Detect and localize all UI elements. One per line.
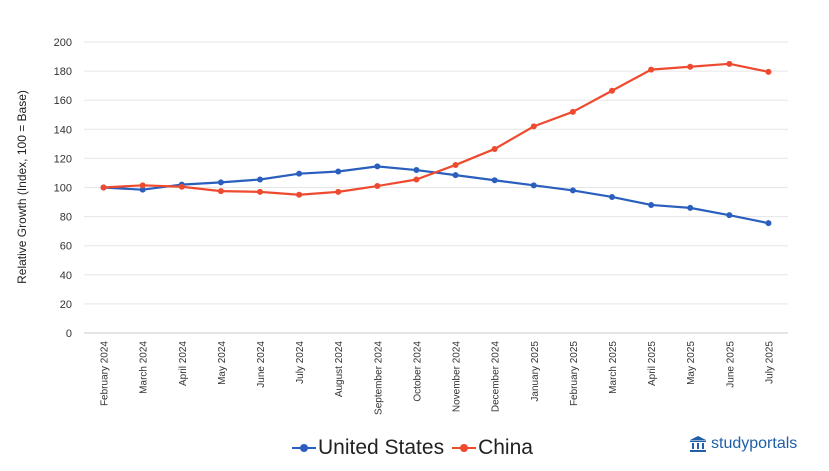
data-point-united-states [139, 186, 146, 193]
x-tick-label: August 2024 [334, 341, 345, 398]
data-point-china [413, 176, 420, 183]
grid-lines [84, 41, 788, 334]
data-point-china [335, 188, 342, 195]
x-tick-label: July 2024 [295, 341, 306, 384]
data-point-united-states [413, 167, 420, 174]
data-point-united-states [609, 193, 615, 200]
data-point-united-states [648, 201, 655, 208]
data-point-united-states [726, 212, 733, 219]
series-line-china [103, 62, 769, 196]
legend-label-united-states: United States [318, 436, 445, 459]
x-tick-label: February 2024 [100, 341, 111, 406]
x-tick-label: September 2024 [373, 341, 384, 415]
series-layer [100, 60, 772, 227]
data-point-united-states [296, 170, 303, 177]
y-tick-label: 120 [54, 153, 72, 165]
x-tick-label: May 2025 [686, 341, 697, 385]
legend-swatch-united-states [292, 444, 316, 452]
data-point-united-states [257, 176, 263, 183]
y-axis-label: Relative Growth (Index, 100 = Base) [15, 90, 29, 284]
legend-label-china: China [478, 436, 533, 459]
brand-logo: studyportals [689, 435, 797, 453]
y-axis-ticks: 0 20 40 60 80 100 120 140 160 180 200 [54, 37, 72, 340]
data-point-united-states [217, 179, 224, 186]
data-point-united-states [569, 187, 576, 194]
series-line-united-states [103, 165, 769, 225]
data-point-china [530, 123, 537, 130]
x-tick-label: June 2025 [725, 341, 736, 388]
x-tick-label: May 2024 [217, 341, 228, 385]
data-point-united-states [335, 168, 342, 175]
data-point-china [726, 60, 733, 67]
data-point-china [687, 63, 694, 70]
x-axis-ticks: February 2024 March 2024 April 2024 May 202… [100, 341, 776, 415]
x-tick-label: June 2024 [256, 341, 267, 388]
data-point-china [648, 66, 655, 73]
x-tick-label: April 2025 [647, 341, 658, 386]
data-point-united-states [491, 177, 498, 184]
data-point-china [296, 191, 303, 198]
y-tick-label: 180 [54, 66, 72, 78]
data-point-china [491, 145, 498, 152]
x-tick-label: March 2024 [139, 341, 150, 394]
data-point-china [452, 161, 459, 168]
data-point-china [374, 183, 381, 190]
data-point-china [609, 87, 615, 94]
y-tick-label: 40 [60, 270, 72, 282]
data-point-united-states [765, 220, 772, 227]
data-point-china [139, 182, 146, 189]
x-tick-label: March 2025 [608, 341, 619, 394]
x-tick-label: January 2025 [530, 341, 541, 402]
x-tick-label: October 2024 [412, 341, 423, 402]
x-tick-label: December 2024 [491, 341, 502, 413]
data-point-china [569, 108, 576, 115]
y-tick-label: 160 [54, 95, 72, 107]
legend-swatch-china [452, 444, 477, 452]
data-point-china [765, 68, 772, 75]
x-tick-label: July 2025 [764, 341, 775, 384]
data-point-china [178, 183, 185, 190]
y-tick-label: 100 [54, 183, 72, 195]
legend-item-china: China [452, 436, 533, 460]
data-point-united-states [530, 182, 537, 189]
data-point-united-states [374, 163, 381, 170]
y-tick-label: 80 [60, 212, 72, 224]
x-tick-label: February 2025 [569, 341, 580, 406]
legend: United States China [292, 436, 533, 460]
x-tick-label: November 2024 [452, 341, 463, 413]
data-point-china [257, 188, 263, 195]
y-tick-label: 200 [54, 37, 72, 49]
data-point-china [100, 184, 107, 191]
data-point-china [217, 188, 224, 195]
brand-name: studyportals [711, 435, 798, 452]
y-tick-label: 60 [60, 241, 72, 253]
legend-item-united-states: United States [292, 436, 444, 460]
y-tick-label: 140 [54, 124, 72, 136]
y-tick-label: 0 [66, 328, 72, 340]
data-point-united-states [452, 172, 459, 179]
institution-icon [690, 436, 706, 452]
data-point-united-states [687, 204, 694, 211]
y-tick-label: 20 [60, 299, 72, 311]
x-tick-label: April 2024 [178, 341, 189, 386]
